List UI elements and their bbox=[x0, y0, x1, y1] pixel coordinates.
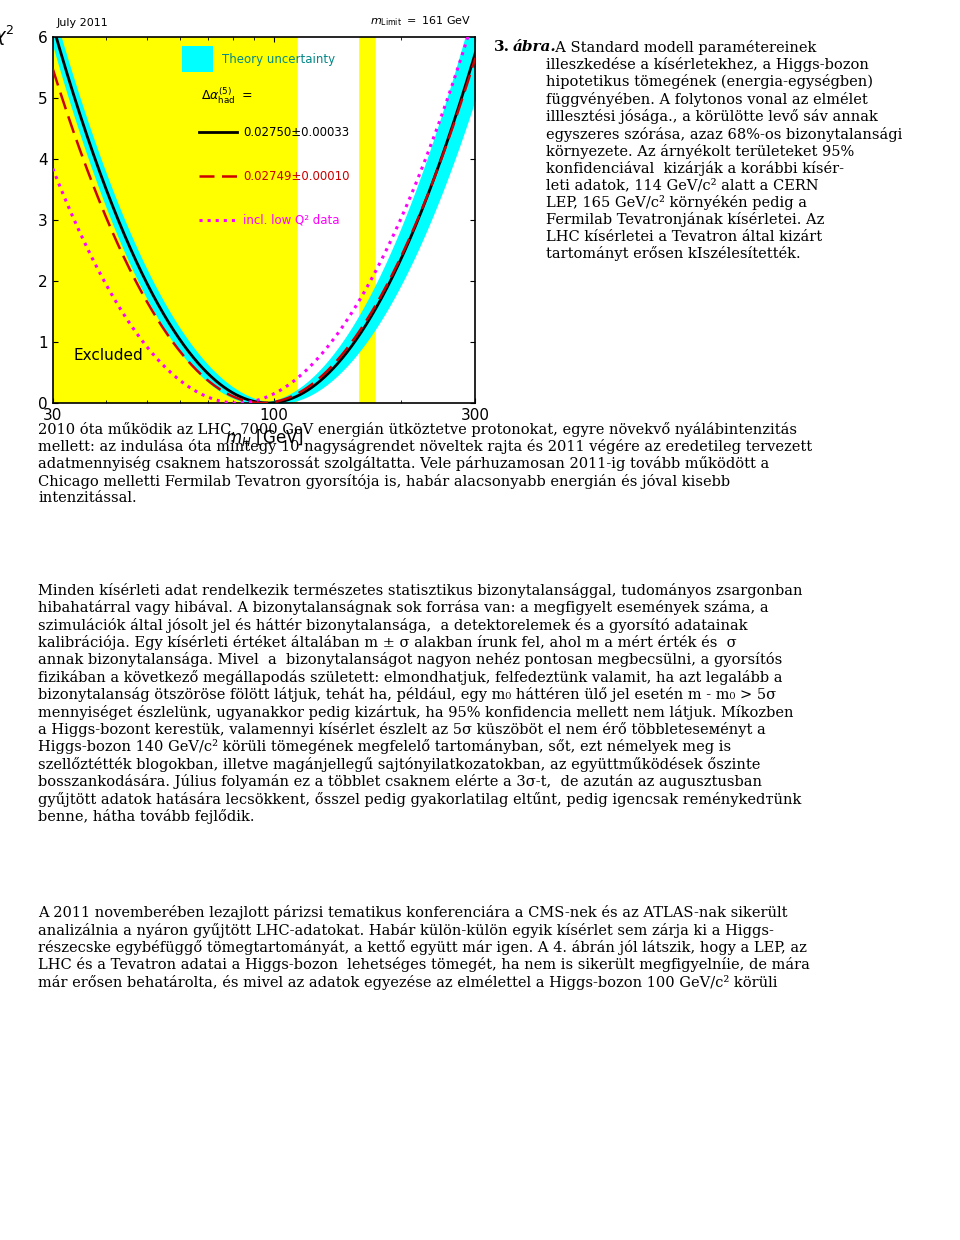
Text: 0.02749±0.00010: 0.02749±0.00010 bbox=[243, 170, 349, 182]
Text: $\Delta\alpha_{\rm had}^{(5)}\ =$: $\Delta\alpha_{\rm had}^{(5)}\ =$ bbox=[201, 86, 252, 105]
Text: 3.: 3. bbox=[494, 40, 511, 53]
Text: 0.02750±0.00033: 0.02750±0.00033 bbox=[243, 125, 349, 139]
Text: A Standard modell paramétereinek
illeszkedése a kísérletekhez, a Higgs-bozon
hip: A Standard modell paramétereinek illeszk… bbox=[545, 40, 902, 262]
Y-axis label: $\Delta\chi^2$: $\Delta\chi^2$ bbox=[0, 24, 14, 48]
Text: 2010 óta működik az LHC, 7000 GeV energián ütköztetve protonokat, egyre növekvő : 2010 óta működik az LHC, 7000 GeV energi… bbox=[38, 422, 812, 505]
Bar bbox=[298, 37, 357, 403]
X-axis label: $m_H\ \mathrm{[GeV]}$: $m_H\ \mathrm{[GeV]}$ bbox=[225, 427, 303, 448]
Text: incl. low Q² data: incl. low Q² data bbox=[243, 213, 340, 227]
Text: Excluded: Excluded bbox=[74, 347, 144, 363]
Text: Minden kísérleti adat rendelkezik természetes statisztikus bizonytalansággal, tu: Minden kísérleti adat rendelkezik termés… bbox=[38, 583, 803, 825]
FancyBboxPatch shape bbox=[181, 46, 213, 72]
Text: $m_{\rm Limit}\ =\ 161\ \rm GeV$: $m_{\rm Limit}\ =\ 161\ \rm GeV$ bbox=[370, 14, 471, 29]
Bar bbox=[376, 37, 528, 403]
Bar bbox=[357, 37, 376, 403]
Text: Theory uncertainty: Theory uncertainty bbox=[222, 52, 335, 66]
Bar bbox=[53, 37, 298, 403]
Text: July 2011: July 2011 bbox=[57, 19, 108, 29]
Text: A 2011 novemberében lezajlott párizsi tematikus konferenciára a CMS-nek és az AT: A 2011 novemberében lezajlott párizsi te… bbox=[38, 905, 810, 990]
Text: ábra.: ábra. bbox=[514, 40, 557, 53]
